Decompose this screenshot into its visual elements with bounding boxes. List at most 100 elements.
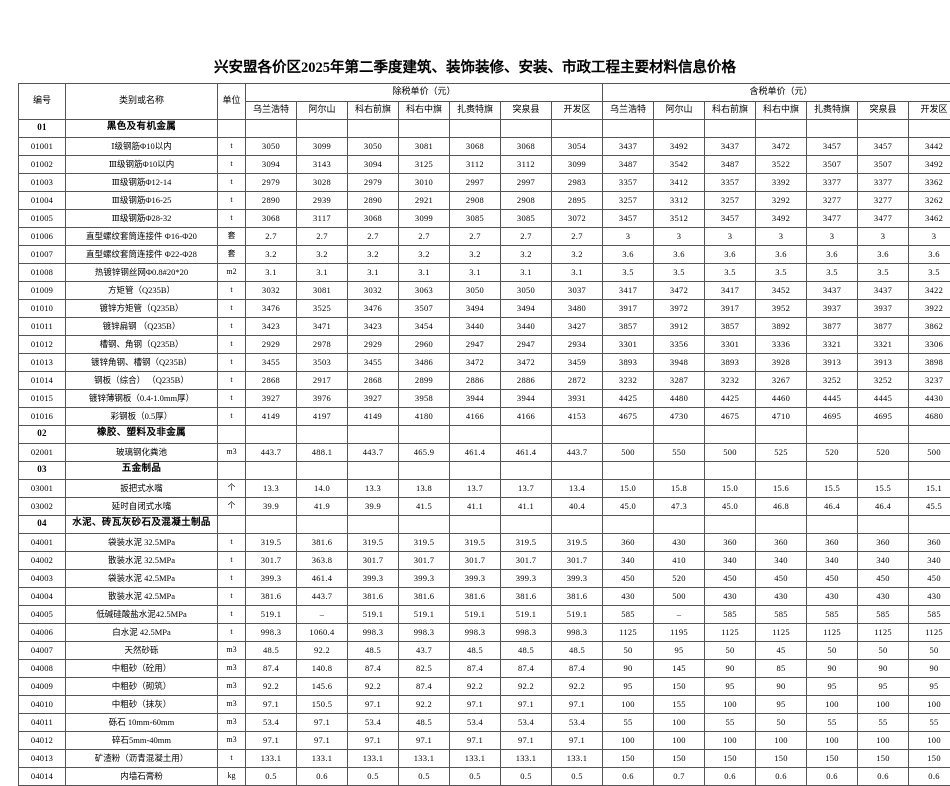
cell-ex-tax-4: 399.3 — [450, 569, 501, 587]
cell-inc-tax-5: 3277 — [858, 191, 909, 209]
cell-code: 04 — [19, 515, 66, 533]
cell-ex-tax-2: 443.7 — [348, 443, 399, 461]
cell-inc-tax-1: 145 — [654, 659, 705, 677]
cell-ex-tax-5: 48.5 — [501, 641, 552, 659]
cell-ex-tax-4: 3112 — [450, 155, 501, 173]
cell-ex-tax-5: 3440 — [501, 317, 552, 335]
cell-ex-tax-2: 3476 — [348, 299, 399, 317]
cell-name: 中粗砂（砼用） — [66, 659, 218, 677]
cell-ex-tax-1: 140.8 — [297, 659, 348, 677]
cell-ex-tax-2: 3068 — [348, 209, 399, 227]
cell-ex-tax-0: 3068 — [246, 209, 297, 227]
cell-ex-tax-2: 3.2 — [348, 245, 399, 263]
cell-inc-tax-0: 55 — [603, 713, 654, 731]
cell-code: 04002 — [19, 551, 66, 569]
header-region-inc-0: 乌兰浩特 — [603, 101, 654, 119]
cell-ex-tax-6: 97.1 — [552, 695, 603, 713]
cell-inc-tax-6: 585 — [909, 605, 950, 623]
cell-ex-tax-6: 4153 — [552, 407, 603, 425]
cell-code: 01009 — [19, 281, 66, 299]
cell-inc-tax-4: 430 — [807, 587, 858, 605]
table-head: 编号 类别或名称 单位 除税单价（元） 含税单价（元） 平均 税率% 乌兰浩特阿… — [19, 83, 950, 119]
cell-unit: t — [218, 407, 246, 425]
cell-ex-tax-1: 3028 — [297, 173, 348, 191]
cell-inc-tax-5: 3937 — [858, 299, 909, 317]
cell-inc-tax-6: 100 — [909, 731, 950, 749]
cell-name: 碎石5mm-40mm — [66, 731, 218, 749]
cell-code: 01003 — [19, 173, 66, 191]
cell-inc-tax-6 — [909, 119, 950, 137]
cell-ex-tax-4: 381.6 — [450, 587, 501, 605]
cell-ex-tax-2: 2929 — [348, 335, 399, 353]
cell-inc-tax-6: 3237 — [909, 371, 950, 389]
cell-ex-tax-1: 0.6 — [297, 767, 348, 785]
cell-ex-tax-4 — [450, 425, 501, 443]
cell-unit: m3 — [218, 731, 246, 749]
cell-ex-tax-2: 3032 — [348, 281, 399, 299]
cell-ex-tax-4: 4166 — [450, 407, 501, 425]
cell-inc-tax-4: 90 — [807, 659, 858, 677]
cell-ex-tax-6: 92.2 — [552, 677, 603, 695]
cell-inc-tax-5: 3.5 — [858, 263, 909, 281]
cell-unit: m3 — [218, 677, 246, 695]
cell-ex-tax-5 — [501, 515, 552, 533]
cell-ex-tax-5: 3.2 — [501, 245, 552, 263]
cell-inc-tax-4: 1125 — [807, 623, 858, 641]
cell-inc-tax-0 — [603, 515, 654, 533]
cell-ex-tax-2: 3423 — [348, 317, 399, 335]
cell-unit: t — [218, 209, 246, 227]
cell-inc-tax-5: 585 — [858, 605, 909, 623]
cell-inc-tax-4: 3913 — [807, 353, 858, 371]
cell-ex-tax-5: 133.1 — [501, 749, 552, 767]
cell-inc-tax-0: 90 — [603, 659, 654, 677]
header-region-ex-5: 突泉县 — [501, 101, 552, 119]
cell-inc-tax-3: 3.5 — [756, 263, 807, 281]
cell-inc-tax-5: 3877 — [858, 317, 909, 335]
cell-ex-tax-0 — [246, 461, 297, 479]
cell-inc-tax-0: 3417 — [603, 281, 654, 299]
cell-inc-tax-3: 3336 — [756, 335, 807, 353]
cell-unit: 套 — [218, 245, 246, 263]
cell-ex-tax-2: 519.1 — [348, 605, 399, 623]
cell-inc-tax-0: 95 — [603, 677, 654, 695]
header-region-inc-4: 扎赉特旗 — [807, 101, 858, 119]
cell-ex-tax-6: 319.5 — [552, 533, 603, 551]
cell-ex-tax-3: 399.3 — [399, 569, 450, 587]
header-region-ex-2: 科右前旗 — [348, 101, 399, 119]
cell-inc-tax-6: 90 — [909, 659, 950, 677]
cell-ex-tax-5: 2886 — [501, 371, 552, 389]
cell-inc-tax-1: 410 — [654, 551, 705, 569]
cell-ex-tax-1: 2.7 — [297, 227, 348, 245]
cell-code: 04013 — [19, 749, 66, 767]
cell-inc-tax-6 — [909, 515, 950, 533]
cell-name: 热镀锌钢丝网Φ0.8#20*20 — [66, 263, 218, 281]
cell-inc-tax-6: 55 — [909, 713, 950, 731]
cell-ex-tax-3: 3.2 — [399, 245, 450, 263]
cell-inc-tax-0: 3457 — [603, 209, 654, 227]
cell-inc-tax-4: 3 — [807, 227, 858, 245]
cell-name: 钢板（综合） （Q235B） — [66, 371, 218, 389]
cell-ex-tax-5: 13.7 — [501, 479, 552, 497]
cell-inc-tax-6: 50 — [909, 641, 950, 659]
header-region-ex-3: 科右中旗 — [399, 101, 450, 119]
cell-inc-tax-6: 0.6 — [909, 767, 950, 785]
cell-ex-tax-0: 3455 — [246, 353, 297, 371]
cell-ex-tax-0: 13.3 — [246, 479, 297, 497]
cell-ex-tax-1: 133.1 — [297, 749, 348, 767]
cell-ex-tax-4 — [450, 461, 501, 479]
cell-ex-tax-4: 2997 — [450, 173, 501, 191]
cell-unit: t — [218, 605, 246, 623]
cell-code: 02001 — [19, 443, 66, 461]
header-region-inc-1: 阿尔山 — [654, 101, 705, 119]
cell-inc-tax-5 — [858, 461, 909, 479]
cell-inc-tax-6: 3422 — [909, 281, 950, 299]
cell-inc-tax-5: 3477 — [858, 209, 909, 227]
cell-inc-tax-1: 3948 — [654, 353, 705, 371]
cell-ex-tax-6: 87.4 — [552, 659, 603, 677]
cell-inc-tax-0: 3357 — [603, 173, 654, 191]
cell-inc-tax-0: 3232 — [603, 371, 654, 389]
